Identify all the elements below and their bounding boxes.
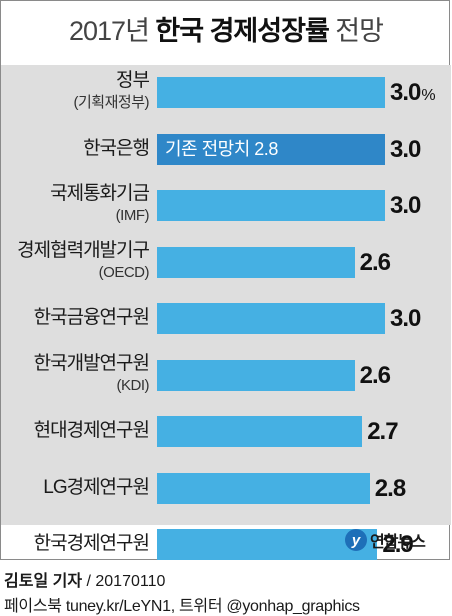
category-name: LG경제연구원 [43,476,150,498]
category-label: 한국경제연구원 [0,533,150,555]
reporter-name: 김토일 기자 [4,573,83,590]
bar-row: 경제협력개발기구 (OECD) 2.6 [1,235,451,291]
bar [157,190,385,221]
category-label: 경제협력개발기구 (OECD) [0,239,150,284]
chart-title: 2017년 한국 경제성장률 전망 [1,9,451,48]
category-label: 한국은행 [0,137,150,160]
social-links: 페이스북 tuney.kr/LeYN1, 트위터 @yonhap_graphic… [4,598,360,615]
value-label: 2.7 [367,418,398,445]
value-label: 2.8 [374,474,406,502]
plot-area: 정부 (기획재정부) 3.0% 한국은행 기존 전망치 2.8 3.0 국제통화기금 (IMF… [1,65,451,560]
bar [157,416,363,447]
bar [157,472,370,504]
title-year: 2017년 [69,16,156,46]
category-label: 정부 (기획재정부) [0,70,150,114]
value-label: 3.0 [390,305,421,332]
value-label: 3.0 [390,135,421,163]
value-unit: % [421,87,435,104]
value-label: 2.6 [359,248,391,276]
yonhap-logo: y 연합뉴스 [345,527,426,553]
category-subname: (OECD) [98,263,150,281]
bar-row: 한국은행 기존 전망치 2.8 3.0 [1,122,451,178]
yonhap-logo-text: 연합뉴스 [370,534,426,551]
bar-row: LG경제연구원 2.8 [1,461,451,517]
title-main: 한국 경제성장률 [155,16,329,46]
category-name: 한국경제연구원 [33,533,150,554]
category-label: 현대경제연구원 [0,420,150,442]
category-name: 경제협력개발기구 [17,239,150,261]
value-label: 3.0% [390,79,436,106]
bar-row: 국제통화기금 (IMF) 3.0 [1,178,451,234]
bar [157,246,355,278]
category-name: 한국금융연구원 [33,307,150,328]
category-label: 한국금융연구원 [0,307,150,329]
category-label: 국제통화기금 (IMF) [0,183,150,227]
yonhap-logo-icon: y [345,529,367,551]
bar [157,359,355,391]
category-name: 한국개발연구원 [33,352,150,374]
bar-row: 한국경제연구원 2.9 [1,517,451,573]
category-subname: (IMF) [115,207,150,224]
category-name: 국제통화기금 [50,183,150,204]
value-label: 3.0 [390,192,421,219]
category-name: 정부 [116,70,150,91]
bar-row: 현대경제연구원 2.7 [1,404,451,460]
credit-date: / 20170110 [82,573,166,590]
value-label: 2.6 [359,361,391,389]
bar [157,303,385,334]
category-subname: (KDI) [116,376,150,394]
bar-row: 한국개발연구원 (KDI) 2.6 [1,348,451,404]
bar [157,133,385,165]
bar-row: 한국금융연구원 3.0 [1,291,451,347]
credit-line: 김토일 기자 / 20170110 [4,567,165,591]
graphic-frame: 2017년 한국 경제성장률 전망 정부 (기획재정부) 3.0% 한국은행 기존 전망… [0,0,451,560]
value-label: 2.9 [382,531,413,558]
category-label: 한국개발연구원 (KDI) [0,352,150,397]
bar-row: 정부 (기획재정부) 3.0% [1,65,451,121]
bar [157,77,385,108]
category-name: 한국은행 [83,137,150,159]
category-name: 현대경제연구원 [33,420,150,441]
bar [157,529,378,560]
category-label: LG경제연구원 [0,476,150,499]
category-subname: (기획재정부) [73,94,150,111]
bar-note: 기존 전망치 2.8 [165,138,278,159]
title-suffix: 전망 [328,16,384,46]
